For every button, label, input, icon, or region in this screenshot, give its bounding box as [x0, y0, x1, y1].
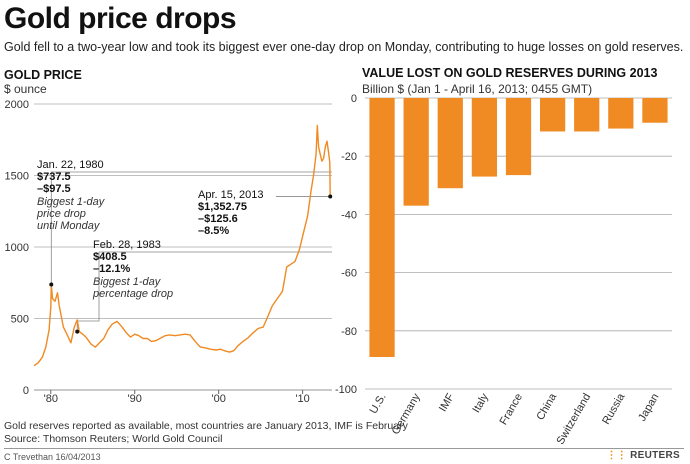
credit-line: C Trevethan 16/04/2013 — [4, 452, 101, 462]
gold-x-tick-label: '90 — [128, 393, 142, 405]
reserves-bar — [369, 98, 395, 357]
annotation-change2-2013: –8.5% — [198, 225, 229, 237]
reserves-category-label: Italy — [471, 391, 492, 415]
annotation-note-1983: Biggest 1-day — [93, 276, 162, 288]
page-title: Gold price drops — [4, 2, 237, 35]
annotation-date-1983: Feb. 28, 1983 — [93, 239, 161, 251]
annotation-point-1983 — [75, 329, 80, 334]
reserves-y-tick-label: 0 — [351, 93, 357, 105]
reserves-bars — [369, 98, 668, 357]
annotation-point-2013 — [328, 194, 333, 199]
reserves-category-label: China — [534, 391, 559, 423]
annotation-change-1980: –$97.5 — [37, 183, 71, 195]
reserves-unit-label: Billion $ (Jan 1 - April 16, 2013; 0455 … — [362, 82, 593, 96]
reserves-bar — [642, 98, 668, 123]
annotation-leader-1980 — [50, 171, 332, 285]
reserves-y-tick-label: -80 — [341, 326, 357, 338]
gold-price-series — [33, 124, 331, 367]
annotation-note-1980: until Monday — [37, 220, 101, 232]
brand-logo: ⋮⋮ REUTERS — [607, 450, 681, 461]
reserves-bar — [471, 98, 498, 177]
reserves-category-label: U.S. — [368, 392, 389, 417]
annotation-note-1983: percentage drop — [92, 288, 173, 300]
annotation-value-1980: $737.5 — [37, 171, 71, 183]
annotation-note-1980: Biggest 1-day — [37, 196, 106, 208]
annotation-note-1980: price drop — [36, 208, 86, 220]
gold-y-tick-label: 0 — [23, 385, 29, 397]
gold-price-unit-label: $ ounce — [4, 82, 47, 96]
annotation-change-1983: –12.1% — [93, 263, 131, 275]
reserves-category-label: France — [498, 392, 526, 428]
reserves-bar — [574, 98, 600, 132]
reserves-bar — [539, 98, 566, 132]
annotation-value-2013: $1,352.75 — [198, 201, 247, 213]
reserves-y-tick-label: -100 — [335, 384, 357, 396]
annotation-date-2013: Apr. 15, 2013 — [198, 189, 263, 201]
gold-x-tick-label: '10 — [295, 393, 309, 405]
reserves-category-label: Japan — [636, 392, 661, 424]
gold-x-tick-label: '80 — [44, 393, 58, 405]
gold-x-tick-label: '00 — [212, 393, 226, 405]
reserves-y-tick-label: -40 — [341, 209, 357, 221]
page-subtitle: Gold fell to a two-year low and took its… — [4, 40, 684, 54]
reserves-category-label: Switzerland — [554, 392, 593, 447]
gold-price-axis-ticks: 0 500 1000 1500 2000 '80 '90 '00 '10 — [5, 99, 310, 405]
gold-y-tick-label: 1000 — [5, 242, 29, 254]
annotation-change-2013: –$125.6 — [198, 213, 238, 225]
annotation-leader-1983 — [76, 251, 332, 332]
gold-y-tick-label: 2000 — [5, 99, 29, 111]
reserves-y-tick-label: -60 — [341, 268, 357, 280]
gold-y-tick-label: 500 — [11, 314, 29, 326]
annotation-date-1980: Jan. 22, 1980 — [37, 159, 104, 171]
reserves-bar — [403, 98, 429, 206]
brand-name: REUTERS — [630, 450, 680, 461]
reserves-bar — [608, 98, 634, 129]
reserves-bar — [505, 98, 532, 176]
footnote: Gold reserves reported as available, mos… — [4, 420, 408, 446]
reserves-bar — [437, 98, 463, 189]
gold-price-annotation-leaders — [50, 171, 332, 332]
footnote-source: Source: Thomson Reuters; World Gold Coun… — [4, 433, 223, 445]
reserves-chart-title: VALUE LOST ON GOLD RESERVES DURING 2013 — [362, 66, 658, 80]
reuters-dots-icon: ⋮⋮ — [606, 450, 628, 461]
footnote-reserves-note: Gold reserves reported as available, mos… — [4, 420, 408, 432]
gold-price-gridlines — [34, 103, 332, 391]
annotation-point-1980 — [49, 282, 54, 287]
reserves-category-label: IMF — [437, 391, 457, 414]
reserves-category-label: Russia — [600, 391, 628, 427]
gold-y-tick-label: 1500 — [5, 171, 29, 183]
gold-price-line — [33, 124, 331, 367]
gold-price-chart-title: GOLD PRICE — [4, 68, 82, 82]
annotation-value-1983: $408.5 — [93, 251, 127, 263]
footer-rule — [4, 448, 684, 449]
reserves-y-tick-label: -20 — [341, 151, 357, 163]
